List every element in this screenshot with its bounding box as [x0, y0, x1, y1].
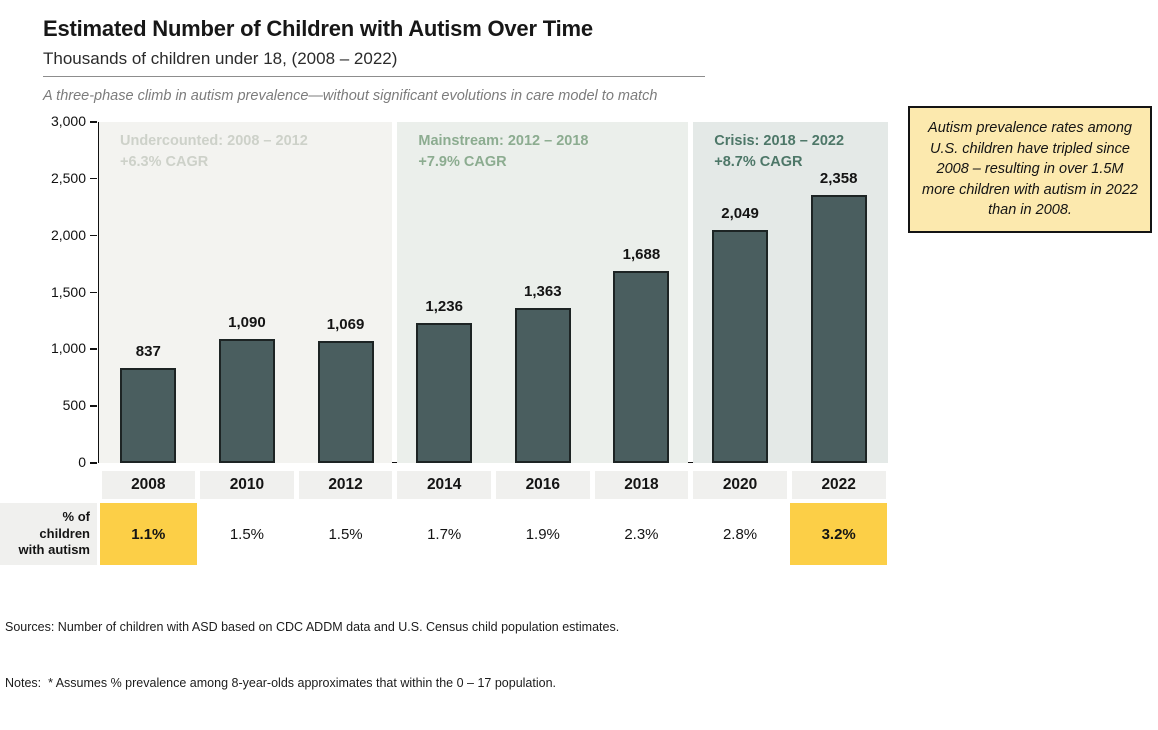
bar-2020 [712, 230, 769, 463]
prevalence-cell-2010: 1.5% [198, 503, 296, 565]
y-tick-mark [90, 405, 97, 407]
y-tick-mark [90, 291, 97, 293]
chart-title: Estimated Number of Children with Autism… [43, 16, 593, 41]
footnotes: Sources: Number of children with ASD bas… [5, 580, 619, 730]
bar-value-2020: 2,049 [721, 205, 759, 223]
phase-name: Undercounted: 2008 – 2012 [120, 133, 308, 149]
prevalence-cell-2014: 1.7% [395, 503, 493, 565]
takeaway-note: A three-phase climb in autism prevalence… [43, 88, 658, 104]
phase-label-2: Mainstream: 2012 – 2018 +7.9% CAGR [418, 131, 588, 173]
report-page: Estimated Number of Children with Autism… [0, 16, 1152, 690]
prevalence-cell-2018: 2.3% [593, 503, 690, 565]
sources-line: Sources: Number of children with ASD bas… [5, 619, 620, 634]
y-tick-mark [90, 462, 97, 464]
bar-value-2008: 837 [135, 342, 161, 360]
y-tick-label: 0 [78, 454, 86, 470]
y-tick-mark [90, 121, 97, 123]
x-label-2018: 2018 [594, 471, 689, 499]
y-tick-label: 500 [62, 397, 86, 414]
x-label-2010: 2010 [200, 471, 294, 499]
bar-value-2022: 2,358 [819, 169, 858, 187]
bar-2012 [317, 341, 374, 463]
y-tick-label: 2,000 [50, 226, 86, 243]
header-divider [43, 76, 705, 77]
x-label-2022: 2022 [791, 471, 886, 499]
row-header-line: % of [62, 509, 90, 525]
bar-2016 [514, 308, 571, 463]
prevalence-cell-2016: 1.9% [494, 503, 592, 565]
prevalence-cell-2008: 1.1% [100, 503, 197, 565]
bar-value-2012: 1,069 [326, 316, 365, 334]
prevalence-cell-2020: 2.8% [691, 503, 789, 565]
bar-chart-plot: Undercounted: 2008 – 2012 +6.3% CAGR Mains… [99, 122, 888, 463]
y-tick-label: 1,000 [50, 340, 86, 357]
phase-name: Crisis: 2018 – 2022 [714, 133, 845, 149]
chart-subtitle: Thousands of children under 18, (2008 – … [43, 49, 398, 68]
bar-value-2014: 1,236 [425, 297, 463, 315]
bar-2008 [120, 367, 177, 463]
phase-label-3: Crisis: 2018 – 2022 +8.7% CAGR [714, 131, 844, 173]
y-tick-mark [90, 348, 97, 350]
y-tick-mark [90, 177, 97, 180]
bar-2010 [218, 339, 275, 463]
bar-value-2018: 1,688 [622, 246, 661, 264]
phase-name: Mainstream: 2012 – 2018 [418, 133, 589, 149]
y-tick-mark [90, 234, 97, 237]
phase-cagr: +6.3% CAGR [120, 154, 209, 171]
prevalence-row-header: % of children with autism [0, 503, 97, 565]
row-header-line: with autism [18, 542, 90, 558]
x-label-2008: 2008 [101, 471, 196, 499]
x-label-2016: 2016 [496, 471, 590, 499]
x-label-2020: 2020 [693, 471, 787, 499]
row-header-line: children [39, 525, 90, 541]
bar-2014 [416, 322, 473, 463]
x-label-2014: 2014 [397, 471, 491, 499]
prevalence-cell-2022: 3.2% [790, 503, 887, 565]
phase-cagr: +7.9% CAGR [418, 154, 507, 171]
phase-label-1: Undercounted: 2008 – 2012 +6.3% CAGR [120, 131, 308, 173]
bar-2018 [613, 271, 670, 463]
y-tick-label: 3,000 [50, 113, 86, 129]
bar-value-2010: 1,090 [228, 314, 266, 332]
y-tick-label: 1,500 [50, 283, 86, 300]
x-label-2012: 2012 [298, 471, 393, 499]
y-axis-line [97, 122, 99, 463]
prevalence-cell-2012: 1.5% [297, 503, 394, 565]
bar-2022 [810, 194, 867, 463]
callout-box: Autism prevalence rates among U.S. child… [908, 106, 1152, 233]
phase-cagr: +8.7% CAGR [714, 154, 803, 171]
notes-line: Notes: * Assumes % prevalence among 8-ye… [5, 675, 557, 690]
bar-value-2016: 1,363 [524, 283, 562, 301]
y-tick-label: 2,500 [50, 169, 86, 186]
